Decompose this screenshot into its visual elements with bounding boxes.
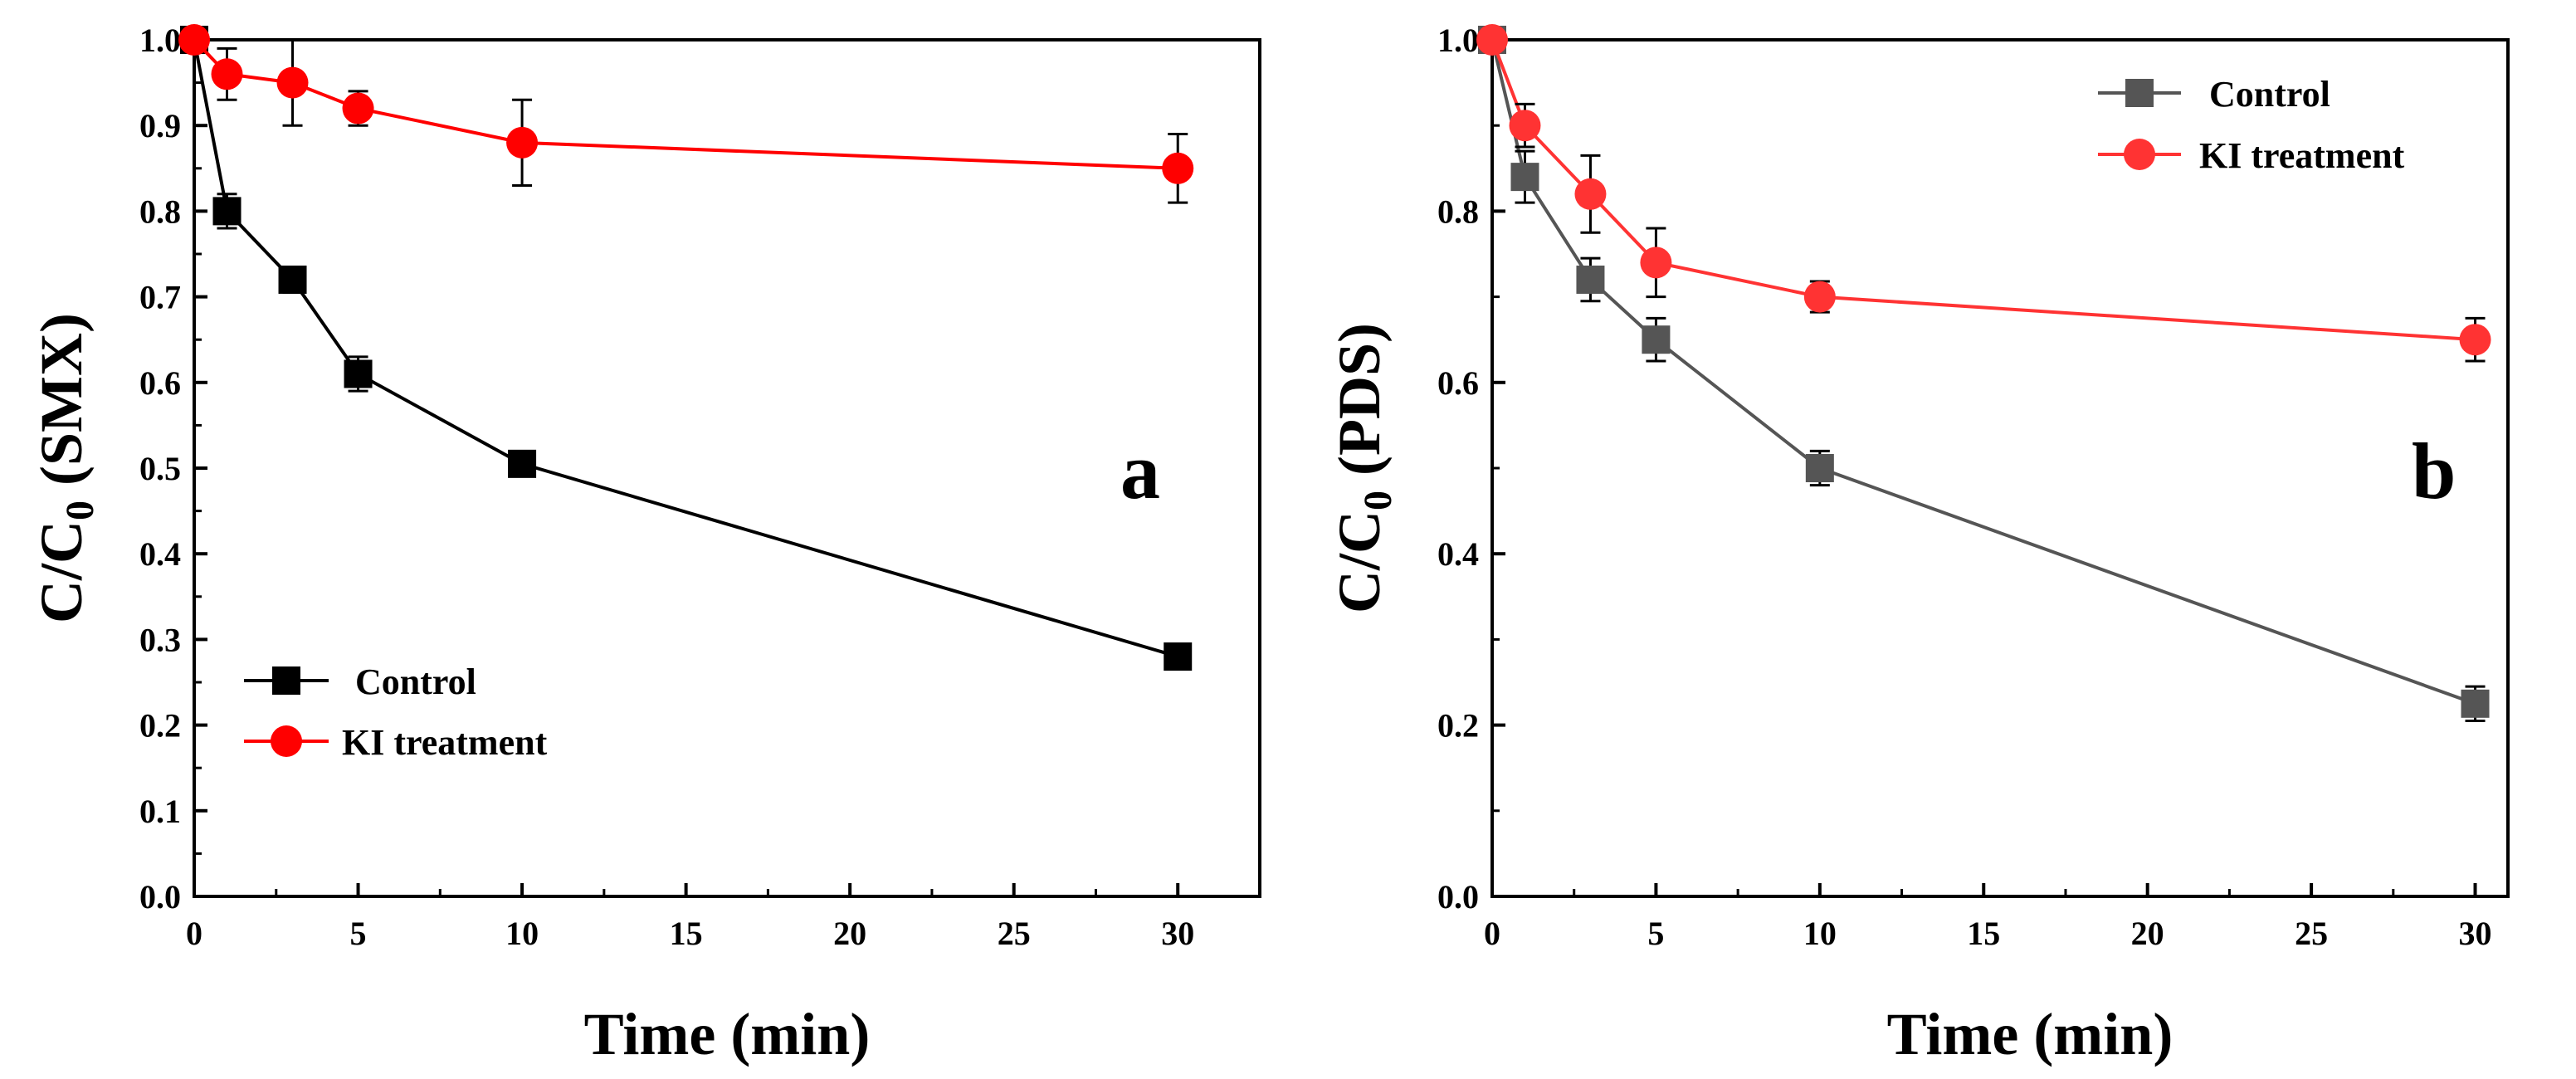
data-point-ki-treatment-b [1803,281,1836,313]
data-point-control-b [1576,265,1605,294]
y-axis-ticks-b: 0.0 0.2 0.4 0.6 0.8 1.0 [1437,22,1505,915]
y-tick-label-a: 0.7 [139,279,181,316]
series-line-ki-treatment-a [193,38,1178,170]
x-tick-label-a: 30 [1161,915,1194,952]
y-tick-label-a: 0.0 [139,878,181,915]
legend-b: Control KI treatment [2098,74,2405,176]
legend-marker-ki-b [2124,139,2155,170]
x-tick-label-a: 15 [670,915,703,952]
panel-label-a: a [1120,427,1160,515]
data-point-ki-treatment-b [1574,178,1607,210]
data-point-control-a [278,265,307,294]
legend-marker-control-b [2125,79,2154,107]
y-tick-label-b: 0.8 [1437,193,1479,230]
legend-marker-ki-a [271,725,302,757]
y-axis-title-a: C/C0 (SMX) [28,313,102,623]
y-tick-label-b: 1.0 [1437,22,1479,59]
legend-a: Control KI treatment [244,662,548,763]
data-point-control-b [1642,325,1671,354]
x-tick-label-b: 5 [1647,915,1664,952]
data-point-control-a [1164,642,1193,671]
data-point-ki-treatment-a [276,66,309,99]
data-point-control-a [212,197,242,226]
legend-label-ki-b: KI treatment [2199,135,2405,176]
series-group-a [178,24,1194,671]
data-point-control-b [1805,454,1834,482]
x-tick-label-a: 0 [186,915,202,952]
x-axis-title-b: Time (min) [1887,1001,2174,1067]
y-tick-label-b: 0.4 [1437,535,1479,573]
data-point-control-a [508,449,537,478]
legend-marker-control-a [272,666,300,695]
x-tick-label-a: 20 [833,915,866,952]
x-axis-ticks-b: 0 5 10 15 20 25 30 [1484,883,2492,952]
x-axis-title-a: Time (min) [584,1001,871,1067]
y-tick-label-b: 0.6 [1437,364,1479,402]
y-tick-label-a: 0.8 [139,193,181,230]
data-point-ki-treatment-a [1162,152,1194,184]
y-tick-label-a: 0.5 [139,450,181,487]
legend-label-control-a: Control [355,662,476,702]
y-tick-label-a: 0.3 [139,621,181,658]
y-tick-label-a: 0.4 [139,535,181,573]
x-tick-label-a: 10 [505,915,539,952]
plot-area-a [193,38,1261,898]
data-point-ki-treatment-a [178,24,210,56]
x-tick-label-b: 30 [2459,915,2492,952]
data-point-ki-treatment-b [1640,247,1672,279]
x-tick-label-b: 15 [1967,915,2000,952]
y-tick-label-a: 1.0 [139,22,181,59]
y-tick-label-a: 0.9 [139,107,181,144]
y-tick-label-b: 0.0 [1437,878,1479,915]
x-tick-label-b: 0 [1484,915,1500,952]
y-axis-title-b: C/C0 (PDS) [1326,323,1400,613]
x-axis-ticks-a: 0 5 10 15 20 25 30 [186,883,1194,952]
panel-b: 0 5 10 15 20 25 30 0.0 0.2 0.4 0.6 0.8 1.0 Time (mi… [1326,22,2510,1067]
y-tick-label-b: 0.2 [1437,707,1479,745]
series-group-b [1476,24,2491,722]
legend-label-ki-a: KI treatment [342,722,548,763]
data-point-ki-treatment-b [1509,110,1541,142]
y-tick-label-a: 0.1 [139,793,181,830]
y-tick-label-a: 0.2 [139,707,181,745]
data-point-control-b [2461,689,2490,718]
data-point-ki-treatment-a [211,58,243,90]
panel-a: 0 5 10 15 20 25 30 0.0 0.1 0.2 0.3 0.4 0.5 0.6 0.7 0.8… [28,22,1261,1067]
data-point-control-a [344,359,373,388]
x-tick-label-a: 5 [350,915,367,952]
series-line-control-b [1490,39,2476,706]
x-tick-label-a: 25 [998,915,1031,952]
legend-label-control-b: Control [2209,74,2330,115]
data-point-ki-treatment-b [2459,324,2491,356]
x-tick-label-b: 10 [1803,915,1837,952]
data-point-control-b [1510,163,1539,192]
panel-label-b: b [2412,427,2456,515]
data-point-ki-treatment-b [1476,24,1508,56]
x-tick-label-b: 20 [2131,915,2164,952]
data-point-ki-treatment-a [506,126,539,159]
y-axis-ticks-a: 0.0 0.1 0.2 0.3 0.4 0.5 0.6 0.7 0.8 0.9 1.0 [139,22,207,915]
series-line-control-a [193,39,1178,658]
y-tick-label-a: 0.6 [139,364,181,402]
data-point-ki-treatment-a [342,92,374,124]
x-tick-label-b: 25 [2295,915,2328,952]
